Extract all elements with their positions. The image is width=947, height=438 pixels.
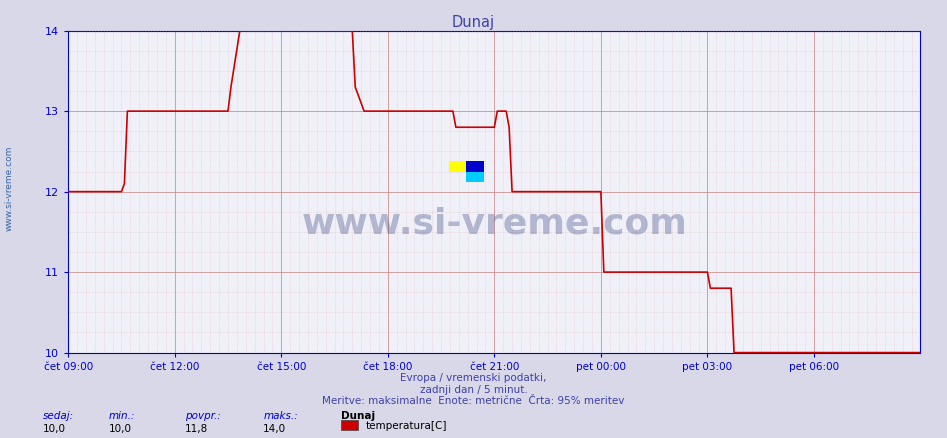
- Text: www.si-vreme.com: www.si-vreme.com: [301, 207, 688, 241]
- Text: 10,0: 10,0: [109, 424, 132, 434]
- Text: Evropa / vremenski podatki,: Evropa / vremenski podatki,: [401, 373, 546, 383]
- Bar: [449, 161, 467, 172]
- Text: 14,0: 14,0: [263, 424, 286, 434]
- Text: povpr.:: povpr.:: [185, 411, 221, 421]
- Bar: [466, 161, 484, 172]
- Text: 10,0: 10,0: [43, 424, 65, 434]
- Text: min.:: min.:: [109, 411, 135, 421]
- Text: Dunaj: Dunaj: [341, 411, 375, 421]
- Text: Meritve: maksimalne  Enote: metrične  Črta: 95% meritev: Meritve: maksimalne Enote: metrične Črta…: [322, 396, 625, 406]
- Text: Dunaj: Dunaj: [452, 15, 495, 30]
- Text: maks.:: maks.:: [263, 411, 298, 421]
- Text: zadnji dan / 5 minut.: zadnji dan / 5 minut.: [420, 385, 527, 395]
- Text: temperatura[C]: temperatura[C]: [366, 421, 447, 431]
- Text: sedaj:: sedaj:: [43, 411, 74, 421]
- Text: www.si-vreme.com: www.si-vreme.com: [5, 146, 14, 231]
- Text: 11,8: 11,8: [185, 424, 208, 434]
- Bar: [466, 171, 484, 182]
